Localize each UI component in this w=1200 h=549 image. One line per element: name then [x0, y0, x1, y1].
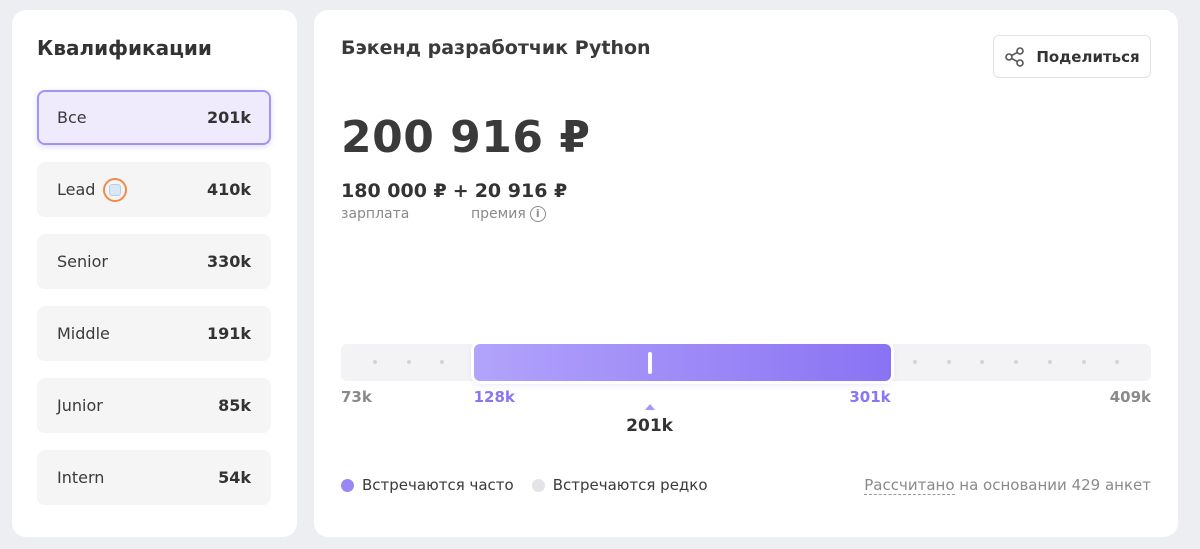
- track-dot: [912, 360, 917, 364]
- qualification-label: Junior: [57, 396, 103, 415]
- track-dot: [1115, 360, 1120, 364]
- qualification-value: 191k: [206, 324, 251, 343]
- qualification-item-intern[interactable]: Intern 54k: [37, 450, 271, 505]
- qualification-value: 201k: [206, 108, 251, 127]
- qualifications-panel: Квалификации Все 201k Lead 410k Senior 3…: [12, 10, 297, 537]
- job-title: Бэкенд разработчик Python: [341, 37, 651, 59]
- range-max-label: 409k: [1109, 388, 1151, 406]
- qualification-item-junior[interactable]: Junior 85k: [37, 378, 271, 433]
- qualification-label: Senior: [57, 252, 108, 271]
- qualification-label: Intern: [57, 468, 105, 487]
- qualification-label: Lead: [57, 180, 96, 199]
- bonus-amount: 20 916 ₽: [474, 180, 568, 202]
- salary-range-track: [341, 344, 1151, 381]
- info-icon[interactable]: i: [529, 206, 546, 222]
- legend-frequent-dot-icon: [341, 478, 354, 492]
- track-dot: [980, 360, 985, 364]
- median-marker: [647, 352, 652, 374]
- median-label: 201k: [626, 416, 673, 436]
- track-dot: [1047, 360, 1052, 364]
- range-min-label: 73k: [341, 388, 372, 406]
- total-salary: 200 916 ₽: [341, 112, 591, 163]
- calculation-note: Рассчитано на основании 429 анкет: [864, 476, 1151, 495]
- qualification-label: Все: [57, 108, 87, 127]
- qualifications-title: Квалификации: [37, 36, 212, 60]
- track-dot: [372, 360, 377, 364]
- legend-rare-dot-icon: [531, 478, 545, 492]
- range-high-label: 301k: [849, 388, 891, 406]
- share-button[interactable]: Поделиться: [993, 35, 1151, 78]
- bonus-label: премия: [471, 206, 526, 222]
- salary-breakdown: 180 000 ₽ +20 916 ₽ зарплата премия i: [341, 180, 567, 226]
- qualifications-list: Все 201k Lead 410k Senior 330k Middle 19…: [37, 90, 271, 522]
- share-icon: [1004, 46, 1026, 68]
- range-low-label: 128k: [473, 388, 515, 406]
- track-dot: [1081, 360, 1086, 364]
- salary-label: зарплата: [341, 206, 410, 222]
- track-dot: [1014, 360, 1018, 364]
- calculation-note-text: на основании 429 анкет: [954, 476, 1151, 494]
- legend: Встречаются часто Встречаются редко: [341, 476, 708, 494]
- qualification-value: 330k: [206, 252, 251, 271]
- legend-rare: Встречаются редко: [531, 476, 708, 494]
- lead-badge-icon: [103, 177, 128, 202]
- track-dot: [406, 360, 411, 364]
- qualification-label: Middle: [57, 324, 110, 343]
- legend-frequent-label: Встречаются часто: [362, 476, 514, 494]
- qualification-value: 410k: [206, 180, 251, 199]
- qualification-value: 85k: [218, 396, 251, 415]
- qualification-item-lead[interactable]: Lead 410k: [37, 162, 271, 217]
- median-caret-icon: [644, 404, 655, 410]
- track-dot: [946, 360, 951, 364]
- track-dot: [440, 360, 445, 364]
- share-button-label: Поделиться: [1036, 47, 1140, 66]
- qualification-item-all[interactable]: Все 201k: [37, 90, 271, 145]
- calculation-link[interactable]: Рассчитано: [864, 476, 955, 495]
- salary-range-fill: [473, 344, 891, 381]
- legend-frequent: Встречаются часто: [341, 476, 514, 494]
- plus-sign: +: [452, 180, 469, 202]
- qualification-item-senior[interactable]: Senior 330k: [37, 234, 271, 289]
- qualification-item-middle[interactable]: Middle 191k: [37, 306, 271, 361]
- salary-panel: Бэкенд разработчик Python Поделиться 200…: [314, 10, 1178, 537]
- qualification-value: 54k: [218, 468, 251, 487]
- salary-amount: 180 000 ₽: [341, 180, 447, 202]
- legend-rare-label: Встречаются редко: [552, 476, 708, 494]
